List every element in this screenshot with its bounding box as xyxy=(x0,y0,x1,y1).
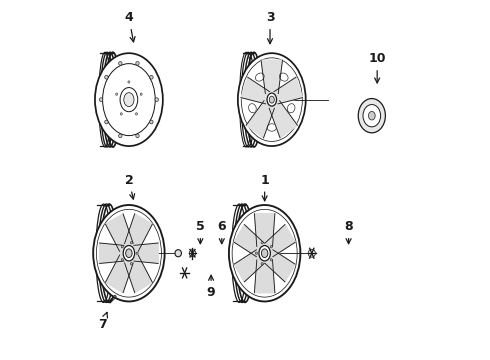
Ellipse shape xyxy=(270,246,272,248)
Polygon shape xyxy=(254,214,275,247)
Ellipse shape xyxy=(124,93,134,107)
Ellipse shape xyxy=(229,205,300,301)
Ellipse shape xyxy=(279,73,288,81)
Ellipse shape xyxy=(358,99,386,133)
Ellipse shape xyxy=(261,262,263,265)
Ellipse shape xyxy=(368,111,375,120)
Polygon shape xyxy=(105,214,133,251)
Ellipse shape xyxy=(123,246,135,261)
Polygon shape xyxy=(254,260,275,293)
Polygon shape xyxy=(274,77,302,104)
Ellipse shape xyxy=(136,62,139,65)
Polygon shape xyxy=(234,225,264,257)
Ellipse shape xyxy=(248,104,256,113)
Ellipse shape xyxy=(175,249,181,257)
Ellipse shape xyxy=(270,258,272,261)
Ellipse shape xyxy=(95,53,163,146)
Ellipse shape xyxy=(128,81,130,83)
Ellipse shape xyxy=(261,242,263,244)
Polygon shape xyxy=(265,250,295,282)
Text: 7: 7 xyxy=(98,312,107,331)
Text: 10: 10 xyxy=(368,52,386,83)
Ellipse shape xyxy=(121,246,123,248)
Text: 2: 2 xyxy=(124,174,135,199)
Ellipse shape xyxy=(93,205,165,301)
Polygon shape xyxy=(134,243,158,264)
Ellipse shape xyxy=(140,93,142,95)
Text: 9: 9 xyxy=(207,275,216,299)
Ellipse shape xyxy=(238,53,306,146)
Polygon shape xyxy=(105,255,133,293)
Text: 5: 5 xyxy=(196,220,205,244)
Ellipse shape xyxy=(155,98,158,102)
Polygon shape xyxy=(124,214,152,251)
Ellipse shape xyxy=(121,258,123,261)
Polygon shape xyxy=(124,255,152,293)
Ellipse shape xyxy=(269,96,274,103)
Text: 6: 6 xyxy=(218,220,226,244)
Polygon shape xyxy=(269,101,297,138)
Text: 8: 8 xyxy=(344,220,353,244)
Polygon shape xyxy=(99,243,124,264)
Ellipse shape xyxy=(114,296,116,297)
Ellipse shape xyxy=(150,75,153,79)
Ellipse shape xyxy=(255,73,264,81)
Text: 1: 1 xyxy=(260,174,269,201)
Ellipse shape xyxy=(105,120,108,124)
Polygon shape xyxy=(261,60,283,94)
Ellipse shape xyxy=(116,93,118,95)
Ellipse shape xyxy=(120,87,138,112)
Ellipse shape xyxy=(119,62,122,65)
Ellipse shape xyxy=(287,104,295,113)
Ellipse shape xyxy=(150,120,153,124)
Ellipse shape xyxy=(121,113,122,115)
Ellipse shape xyxy=(130,242,132,244)
Ellipse shape xyxy=(267,124,276,131)
Ellipse shape xyxy=(105,75,108,79)
Ellipse shape xyxy=(363,104,381,127)
Text: 4: 4 xyxy=(124,11,135,42)
Ellipse shape xyxy=(135,113,138,115)
Polygon shape xyxy=(241,77,270,104)
Ellipse shape xyxy=(130,262,132,265)
Ellipse shape xyxy=(259,246,270,261)
Ellipse shape xyxy=(267,93,276,106)
Text: 3: 3 xyxy=(266,11,274,44)
Ellipse shape xyxy=(99,98,103,102)
Ellipse shape xyxy=(119,134,122,138)
Ellipse shape xyxy=(255,252,258,255)
Polygon shape xyxy=(234,250,264,282)
Ellipse shape xyxy=(262,249,268,257)
Ellipse shape xyxy=(126,249,132,257)
Ellipse shape xyxy=(102,64,155,136)
Ellipse shape xyxy=(136,134,139,138)
Polygon shape xyxy=(265,225,295,257)
Polygon shape xyxy=(246,101,274,138)
Ellipse shape xyxy=(136,252,138,255)
